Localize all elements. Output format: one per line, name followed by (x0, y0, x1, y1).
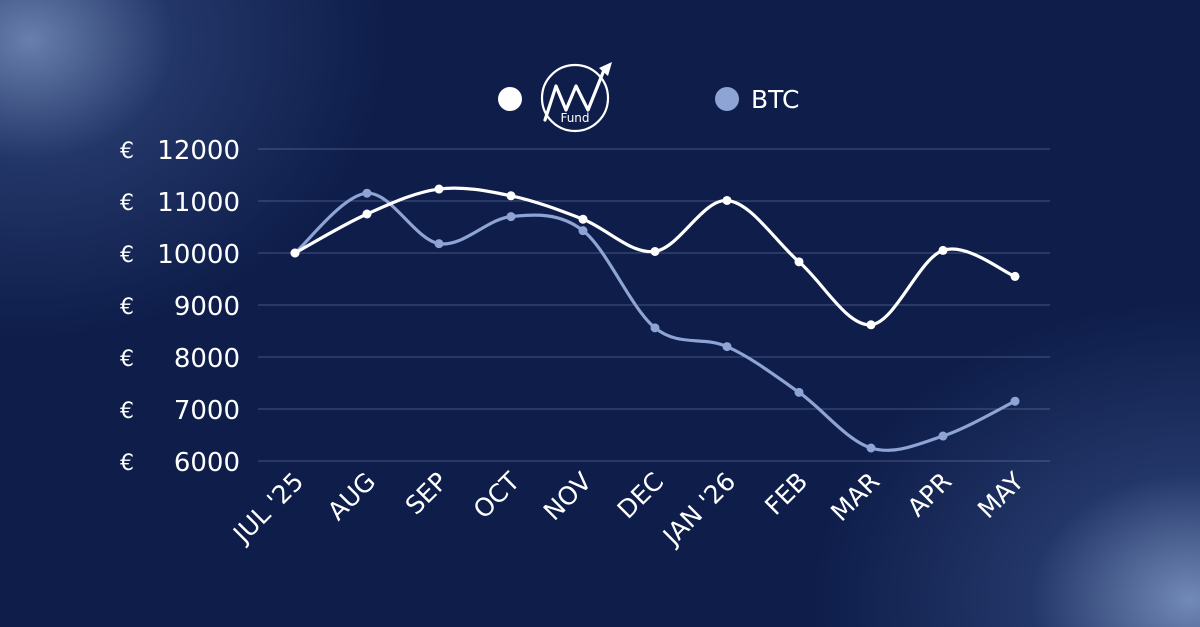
series-line-fund (293, 186, 1017, 327)
data-point-btc (938, 431, 948, 441)
data-point-fund (290, 248, 300, 258)
data-point-fund (794, 257, 804, 267)
data-point-fund (1010, 271, 1020, 281)
data-point-fund (506, 191, 516, 201)
data-point-btc (434, 239, 444, 249)
data-point-fund (866, 320, 876, 330)
x-tick-label: AUG (322, 467, 381, 526)
y-tick-currency: € (120, 347, 134, 372)
x-tick-label: FEB (759, 467, 813, 521)
data-point-btc (362, 188, 372, 198)
x-tick-label: SEP (400, 467, 454, 521)
x-tick-label: JAN '26 (656, 467, 741, 552)
x-tick-label: JUL '25 (226, 467, 309, 550)
data-point-btc (578, 226, 588, 236)
data-point-btc (722, 342, 732, 352)
legend-label-btc: BTC (751, 85, 799, 114)
data-point-btc (866, 443, 876, 453)
data-point-btc (506, 212, 516, 222)
series-line-btc (293, 191, 1017, 452)
y-tick-label: 10000 (157, 240, 240, 270)
data-point-btc (650, 323, 660, 333)
y-tick-currency: € (120, 295, 134, 320)
y-tick-currency: € (120, 451, 134, 476)
y-tick-currency: € (120, 399, 134, 424)
y-tick-label: 8000 (174, 344, 240, 374)
data-point-fund (362, 209, 372, 219)
mw-fund-logo-icon: Fund (540, 62, 612, 133)
y-tick-label: 9000 (174, 292, 240, 322)
legend-swatch-fund (498, 87, 522, 111)
y-tick-label: 7000 (174, 396, 240, 426)
series (290, 184, 1020, 453)
logo-sub-label: Fund (560, 111, 589, 125)
x-tick-label: OCT (468, 466, 526, 524)
series-btc (290, 188, 1020, 453)
x-tick-label: MAR (825, 467, 885, 527)
x-tick-label: NOV (538, 467, 597, 526)
y-tick-label: 12000 (157, 136, 240, 166)
x-tick-label: MAY (972, 466, 1030, 524)
y-axis-ticks: €12000 € 11000 € 10000 € 9000 € 8000 € 7000 € 6000 (120, 136, 240, 478)
y-tick-currency: € (120, 139, 134, 164)
data-point-fund (650, 246, 660, 256)
data-point-fund (578, 214, 588, 224)
y-tick-currency: € (120, 191, 134, 216)
data-point-fund (434, 184, 444, 194)
data-point-fund (938, 245, 948, 255)
y-tick-label: 6000 (174, 448, 240, 478)
y-tick-label: 11000 (157, 188, 240, 218)
series-fund (290, 184, 1020, 330)
x-tick-label: DEC (612, 467, 670, 525)
y-tick-currency: € (120, 243, 134, 268)
legend: Fund BTC (498, 62, 799, 133)
x-tick-label: APR (902, 467, 958, 523)
data-point-btc (1010, 396, 1020, 406)
data-point-btc (794, 387, 804, 397)
legend-swatch-btc (715, 87, 739, 111)
data-point-fund (722, 195, 732, 205)
